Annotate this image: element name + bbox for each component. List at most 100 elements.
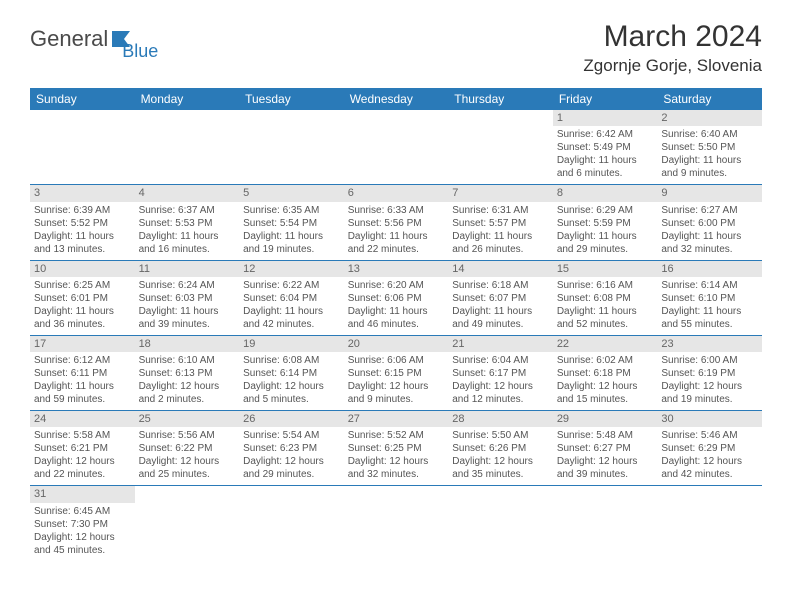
day-cell: 5Sunrise: 6:35 AMSunset: 5:54 PMDaylight… [239, 185, 344, 260]
sunrise: Sunrise: 5:50 AM [452, 429, 549, 442]
daylight-1: Daylight: 12 hours [348, 455, 445, 468]
empty-cell [344, 110, 449, 185]
sunrise: Sunrise: 6:10 AM [139, 354, 236, 367]
daylight-2: and 55 minutes. [661, 318, 758, 331]
sunrise: Sunrise: 6:42 AM [557, 128, 654, 141]
sunrise: Sunrise: 6:45 AM [34, 505, 131, 518]
day-cell: 21Sunrise: 6:04 AMSunset: 6:17 PMDayligh… [448, 335, 553, 410]
sunset: Sunset: 5:54 PM [243, 217, 340, 230]
daylight-2: and 22 minutes. [348, 243, 445, 256]
week-row: 10Sunrise: 6:25 AMSunset: 6:01 PMDayligh… [30, 260, 762, 335]
daylight-1: Daylight: 12 hours [348, 380, 445, 393]
sunset: Sunset: 6:01 PM [34, 292, 131, 305]
calendar-table: SundayMondayTuesdayWednesdayThursdayFrid… [30, 88, 762, 561]
daylight-1: Daylight: 12 hours [557, 455, 654, 468]
daylight-2: and 26 minutes. [452, 243, 549, 256]
week-row: 1Sunrise: 6:42 AMSunset: 5:49 PMDaylight… [30, 110, 762, 185]
day-number: 27 [344, 411, 449, 427]
calendar-body: 1Sunrise: 6:42 AMSunset: 5:49 PMDaylight… [30, 110, 762, 561]
logo: General Blue [30, 20, 134, 52]
sunrise: Sunrise: 6:24 AM [139, 279, 236, 292]
sunrise: Sunrise: 6:33 AM [348, 204, 445, 217]
sunrise: Sunrise: 5:54 AM [243, 429, 340, 442]
sunset: Sunset: 6:19 PM [661, 367, 758, 380]
daylight-1: Daylight: 11 hours [452, 230, 549, 243]
day-cell: 14Sunrise: 6:18 AMSunset: 6:07 PMDayligh… [448, 260, 553, 335]
daylight-1: Daylight: 12 hours [557, 380, 654, 393]
daylight-2: and 6 minutes. [557, 167, 654, 180]
day-number: 29 [553, 411, 658, 427]
day-cell: 31 Sunrise: 6:45 AMSunset: 7:30 PMDayligh… [30, 486, 135, 561]
daylight-2: and 49 minutes. [452, 318, 549, 331]
sunset: Sunset: 6:03 PM [139, 292, 236, 305]
sunrise: Sunrise: 6:20 AM [348, 279, 445, 292]
day-number: 14 [448, 261, 553, 277]
daylight-1: Daylight: 11 hours [243, 305, 340, 318]
day-cell: 19Sunrise: 6:08 AMSunset: 6:14 PMDayligh… [239, 335, 344, 410]
daylight-2: and 19 minutes. [243, 243, 340, 256]
daylight-1: Daylight: 12 hours [139, 380, 236, 393]
sunrise: Sunrise: 6:16 AM [557, 279, 654, 292]
day-cell: 30Sunrise: 5:46 AMSunset: 6:29 PMDayligh… [657, 411, 762, 486]
sunrise: Sunrise: 6:22 AM [243, 279, 340, 292]
day-number: 8 [553, 185, 658, 201]
empty-cell [239, 486, 344, 561]
day-cell: 8Sunrise: 6:29 AMSunset: 5:59 PMDaylight… [553, 185, 658, 260]
daylight-1: Daylight: 12 hours [139, 455, 236, 468]
day-number: 1 [553, 110, 658, 126]
daylight-2: and 25 minutes. [139, 468, 236, 481]
sunrise: Sunrise: 6:02 AM [557, 354, 654, 367]
empty-cell [657, 486, 762, 561]
daylight-1: Daylight: 11 hours [34, 230, 131, 243]
header: General Blue March 2024 Zgornje Gorje, S… [30, 20, 762, 76]
location: Zgornje Gorje, Slovenia [583, 56, 762, 76]
daylight-1: Daylight: 11 hours [661, 305, 758, 318]
day-number: 7 [448, 185, 553, 201]
daylight-1: Daylight: 11 hours [661, 154, 758, 167]
sunrise: Sunrise: 6:29 AM [557, 204, 654, 217]
daylight-1: Daylight: 12 hours [34, 531, 131, 544]
day-number: 11 [135, 261, 240, 277]
day-cell: 6Sunrise: 6:33 AMSunset: 5:56 PMDaylight… [344, 185, 449, 260]
sunset: Sunset: 5:49 PM [557, 141, 654, 154]
sunset: Sunset: 6:13 PM [139, 367, 236, 380]
sunset: Sunset: 6:21 PM [34, 442, 131, 455]
sunset: Sunset: 5:59 PM [557, 217, 654, 230]
empty-cell [448, 110, 553, 185]
day-number: 23 [657, 336, 762, 352]
day-cell: 11Sunrise: 6:24 AMSunset: 6:03 PMDayligh… [135, 260, 240, 335]
sunset: Sunset: 7:30 PM [34, 518, 131, 531]
sunrise: Sunrise: 5:56 AM [139, 429, 236, 442]
sunset: Sunset: 5:57 PM [452, 217, 549, 230]
day-number: 31 [30, 486, 135, 502]
sunset: Sunset: 6:23 PM [243, 442, 340, 455]
day-number: 19 [239, 336, 344, 352]
sunrise: Sunrise: 6:37 AM [139, 204, 236, 217]
sunset: Sunset: 5:52 PM [34, 217, 131, 230]
daylight-2: and 46 minutes. [348, 318, 445, 331]
sunset: Sunset: 5:53 PM [139, 217, 236, 230]
daylight-2: and 35 minutes. [452, 468, 549, 481]
daylight-1: Daylight: 12 hours [243, 455, 340, 468]
daylight-2: and 9 minutes. [661, 167, 758, 180]
day-cell: 2Sunrise: 6:40 AMSunset: 5:50 PMDaylight… [657, 110, 762, 185]
week-row: 31 Sunrise: 6:45 AMSunset: 7:30 PMDayligh… [30, 486, 762, 561]
daylight-2: and 29 minutes. [557, 243, 654, 256]
sunset: Sunset: 5:56 PM [348, 217, 445, 230]
daylight-2: and 45 minutes. [34, 544, 131, 557]
sunrise: Sunrise: 6:08 AM [243, 354, 340, 367]
day-cell: 9Sunrise: 6:27 AMSunset: 6:00 PMDaylight… [657, 185, 762, 260]
daylight-2: and 2 minutes. [139, 393, 236, 406]
day-number: 4 [135, 185, 240, 201]
day-number: 15 [553, 261, 658, 277]
day-cell: 28Sunrise: 5:50 AMSunset: 6:26 PMDayligh… [448, 411, 553, 486]
daylight-1: Daylight: 11 hours [557, 154, 654, 167]
weekday-thursday: Thursday [448, 88, 553, 110]
sunset: Sunset: 6:22 PM [139, 442, 236, 455]
day-cell: 22Sunrise: 6:02 AMSunset: 6:18 PMDayligh… [553, 335, 658, 410]
day-number: 22 [553, 336, 658, 352]
day-cell: 16Sunrise: 6:14 AMSunset: 6:10 PMDayligh… [657, 260, 762, 335]
sunrise: Sunrise: 6:06 AM [348, 354, 445, 367]
empty-cell [135, 110, 240, 185]
daylight-2: and 13 minutes. [34, 243, 131, 256]
